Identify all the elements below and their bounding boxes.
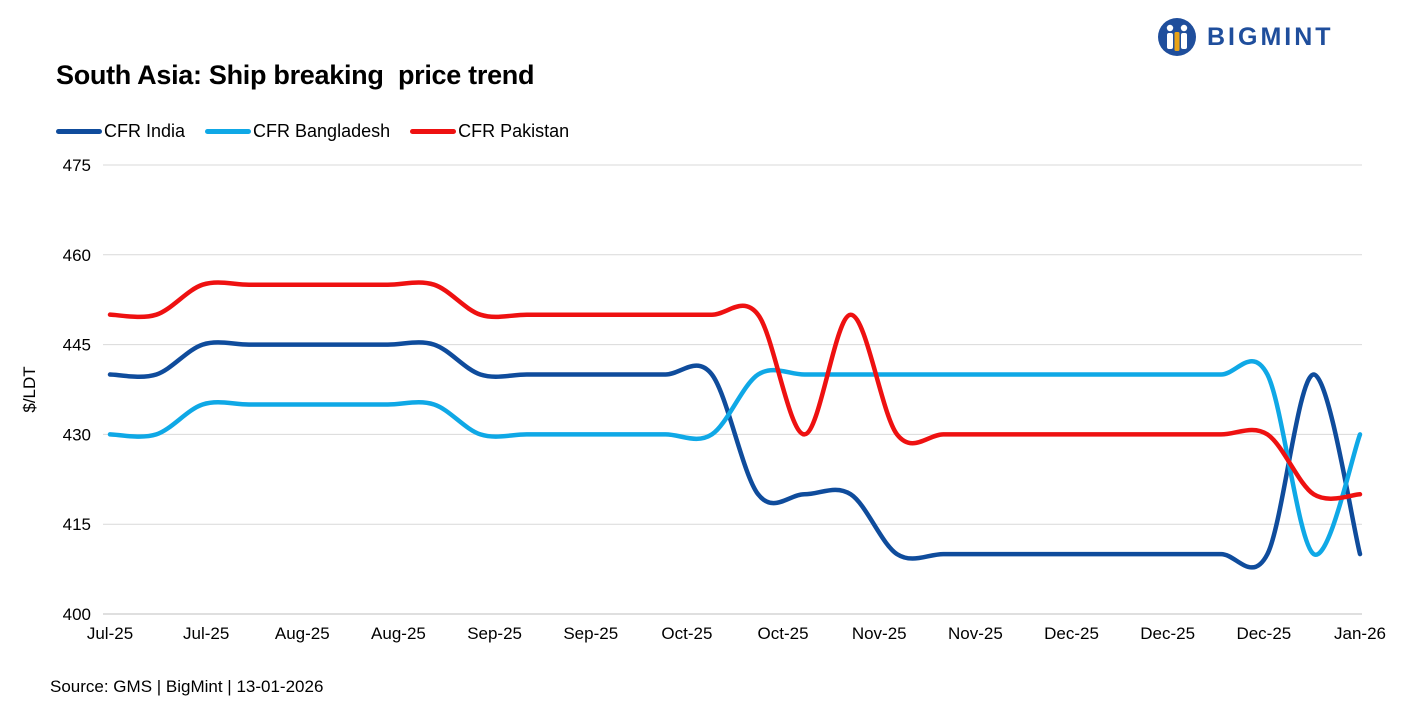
legend-label: CFR Bangladesh <box>253 121 391 141</box>
bigmint-logo: BIGMINT <box>1157 17 1334 57</box>
x-tick-label: Nov-25 <box>852 624 907 643</box>
legend-swatch <box>56 129 102 134</box>
x-tick-label: Jan-26 <box>1334 624 1386 643</box>
series-line-cfr-india <box>107 340 1363 570</box>
legend-swatch <box>205 129 252 134</box>
legend-item: CFR Bangladesh <box>205 121 390 142</box>
x-tick-label: Oct-25 <box>758 624 809 643</box>
y-tick-label: 445 <box>63 336 91 355</box>
y-tick-label: 475 <box>63 156 91 175</box>
y-tick-label: 430 <box>63 425 91 444</box>
x-tick-label: Sep-25 <box>563 624 618 643</box>
y-tick-label: 460 <box>63 246 91 265</box>
x-tick-label: Aug-25 <box>371 624 426 643</box>
x-tick-label: Oct-25 <box>661 624 712 643</box>
legend-label: CFR Pakistan <box>458 121 570 141</box>
x-tick-label: Jul-25 <box>183 624 229 643</box>
source-note: Source: GMS | BigMint | 13-01-2026 <box>50 677 324 696</box>
bigmint-logo-text: BIGMINT <box>1207 22 1334 51</box>
y-tick-label: 400 <box>63 605 91 624</box>
series-line-cfr-bangladesh <box>107 359 1363 557</box>
chart-legend: CFR India CFR Bangladesh CFR Pakistan <box>56 121 589 142</box>
x-tick-label: Jul-25 <box>87 624 133 643</box>
x-tick-label: Sep-25 <box>467 624 522 643</box>
legend-label: CFR India <box>104 121 186 141</box>
series-line-cfr-pakistan <box>107 280 1363 501</box>
legend-item: CFR India <box>56 121 185 142</box>
y-tick-label: 415 <box>63 515 91 534</box>
bigmint-logo-icon <box>1158 18 1196 56</box>
x-tick-label: Dec-25 <box>1140 624 1195 643</box>
x-tick-label: Dec-25 <box>1044 624 1099 643</box>
x-tick-label: Nov-25 <box>948 624 1003 643</box>
x-tick-label: Dec-25 <box>1236 624 1291 643</box>
legend-item: CFR Pakistan <box>410 121 569 142</box>
chart-title: South Asia: Ship breaking price trend <box>56 60 535 90</box>
x-tick-label: Aug-25 <box>275 624 330 643</box>
legend-swatch <box>410 129 457 134</box>
y-axis-label: $/LDT <box>20 366 39 412</box>
